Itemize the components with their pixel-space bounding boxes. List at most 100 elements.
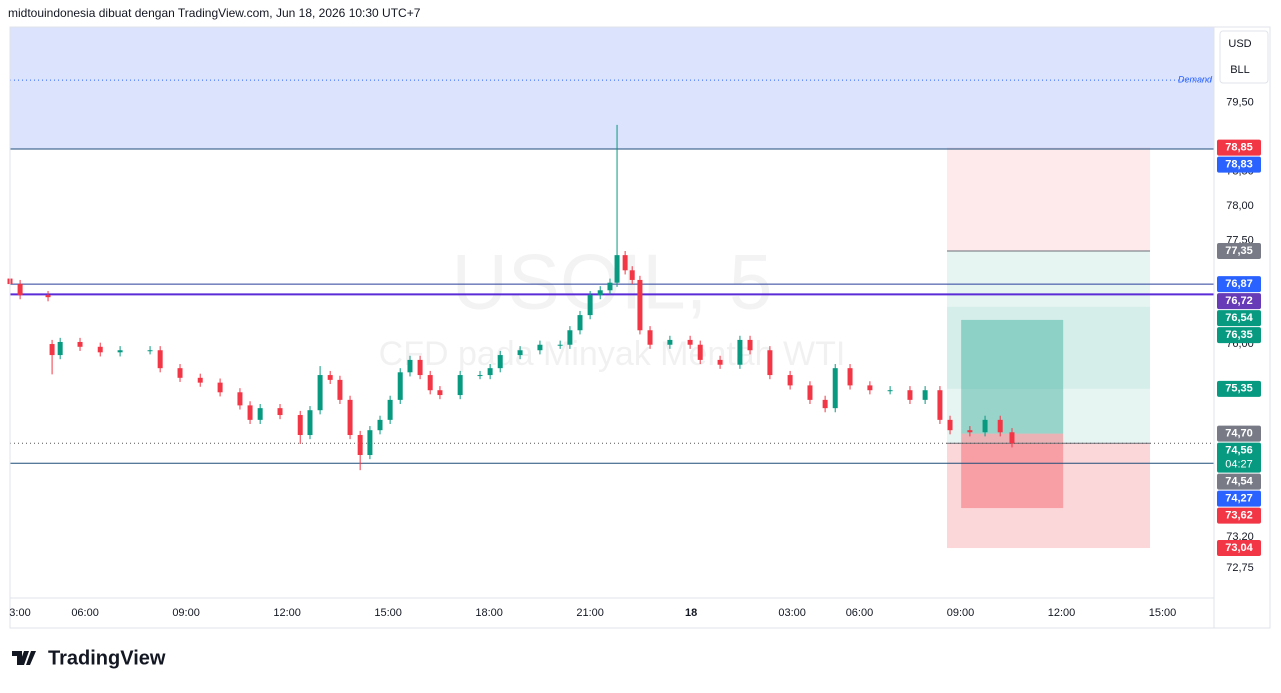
demand-label: Demand	[1178, 74, 1213, 84]
price-tag	[1217, 540, 1261, 557]
position-zone	[947, 306, 1151, 389]
candle-body	[487, 368, 493, 376]
price-tag	[1217, 473, 1261, 490]
y-tick-label: 79,50	[1226, 97, 1254, 109]
candle-body	[567, 330, 573, 345]
candle-body	[557, 344, 563, 346]
x-tick-label: 15:00	[374, 607, 402, 619]
candle-body	[317, 375, 323, 411]
price-tag-label: 76,35	[1225, 329, 1253, 341]
candle-body	[587, 295, 593, 316]
candle-body	[337, 379, 343, 400]
candle-body	[997, 419, 1003, 433]
price-tag-label: 76,54	[1225, 312, 1253, 324]
candle-body	[377, 419, 383, 431]
candle-body	[397, 372, 403, 400]
candle-body	[622, 255, 628, 271]
price-tag	[1217, 293, 1261, 310]
candle-body	[577, 315, 583, 331]
candle-body	[147, 350, 153, 352]
candle-body	[807, 385, 813, 400]
candle-body	[887, 390, 893, 392]
candle-body	[737, 339, 743, 365]
price-tag	[1217, 490, 1261, 507]
candle-body	[217, 382, 223, 393]
candle-body	[517, 350, 523, 356]
candle-body	[17, 284, 23, 296]
candle-body	[637, 279, 643, 331]
candle-body	[97, 346, 103, 353]
candle-body	[257, 408, 263, 420]
candle-body	[347, 399, 353, 436]
candle-body	[537, 344, 543, 351]
x-tick-label: 18	[685, 607, 697, 619]
candle-body	[1009, 432, 1015, 444]
candle-body	[747, 339, 753, 351]
candle-body	[247, 405, 253, 420]
candle-body	[49, 344, 55, 356]
x-tick-label: 09:00	[172, 607, 200, 619]
price-tag-label: 73,62	[1225, 510, 1253, 522]
candle-body	[297, 415, 303, 436]
price-tag-label: 76,87	[1225, 278, 1253, 290]
demand-zone	[10, 27, 1214, 149]
candle-body	[667, 339, 673, 345]
x-tick-label: 21:00	[576, 607, 604, 619]
price-tag-label: 75,35	[1225, 383, 1253, 395]
x-tick-label: 06:00	[846, 607, 874, 619]
logo: TradingView	[12, 647, 166, 669]
candle-body	[907, 390, 913, 400]
candle-body	[427, 375, 433, 391]
candle-body	[327, 375, 333, 380]
position-zone	[947, 250, 1151, 307]
price-tag-label: 74,56	[1225, 445, 1253, 457]
price-tag-label: 78,83	[1225, 159, 1253, 171]
price-tag-label: 74,27	[1225, 493, 1253, 505]
watermark-title: USOIL, 5	[452, 238, 773, 326]
price-tag-label: 73,04	[1225, 542, 1253, 554]
price-tag	[1217, 442, 1261, 473]
candle-body	[307, 410, 313, 436]
candle-body	[197, 377, 203, 383]
watermark-subtitle: CFD pada Minyak Mentah WTI	[379, 335, 846, 373]
candle-body	[237, 392, 243, 406]
candle-body	[477, 375, 483, 377]
logo-icon	[12, 651, 36, 665]
currency-unit: BLL	[1230, 64, 1250, 76]
header-text: midtouindonesia dibuat dengan TradingVie…	[8, 6, 421, 20]
x-tick-label: 15:00	[1149, 607, 1177, 619]
candle-body	[629, 270, 635, 280]
price-tag-label: 74,70	[1225, 428, 1253, 440]
candle-body	[77, 341, 83, 347]
candle-body	[614, 255, 620, 283]
price-tag	[1217, 139, 1261, 156]
candle-body	[437, 390, 443, 396]
candle-body	[497, 355, 503, 369]
frame	[9, 26, 1271, 629]
price-tag-label: 78,85	[1225, 142, 1253, 154]
x-tick-label: 12:00	[1048, 607, 1076, 619]
candle-body	[717, 359, 723, 365]
candle-body	[57, 341, 63, 356]
candle-body	[117, 350, 123, 353]
candle-body	[387, 399, 393, 420]
candle-body	[847, 368, 853, 386]
candle-body	[867, 385, 873, 391]
price-tag	[1217, 425, 1261, 442]
candle-body	[357, 435, 363, 456]
price-tag-label: 77,35	[1225, 245, 1253, 257]
logo-text: TradingView	[48, 647, 166, 669]
candle-body	[597, 290, 603, 296]
candle-body	[822, 399, 828, 409]
candle-body	[647, 330, 653, 345]
candle-body	[767, 350, 773, 376]
candle-body	[417, 359, 423, 376]
price-tag	[1217, 327, 1261, 344]
candle-body	[967, 430, 973, 433]
x-tick-label: 03:00	[778, 607, 806, 619]
price-tag	[1217, 310, 1261, 327]
candle-body	[177, 368, 183, 378]
x-tick-label: 3:00	[9, 607, 30, 619]
